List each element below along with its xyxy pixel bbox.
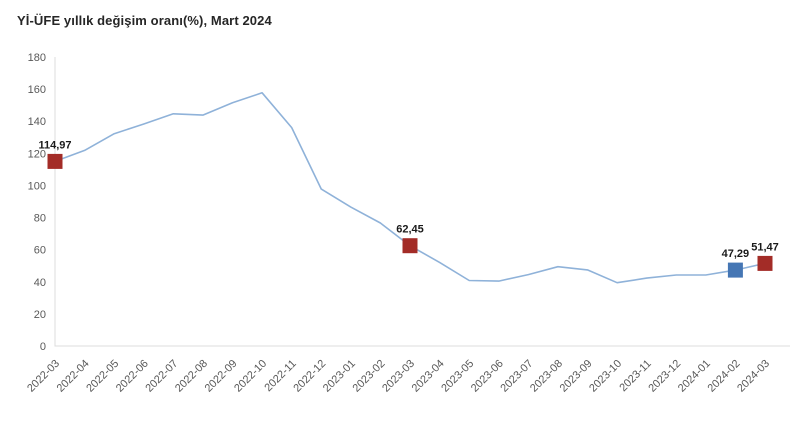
data-point-label: 47,29 [722,248,750,260]
series-line [54,92,766,284]
y-axis-tick-label: 140 [28,116,46,128]
x-axis-tick-label: 2022-10 [232,358,269,395]
y-axis-tick-label: 100 [28,180,46,192]
y-axis-tick-label: 20 [34,309,46,321]
data-point-marker-2022-03[interactable] [47,153,63,169]
chart-title: Yİ-ÜFE yıllık değişim oranı(%), Mart 202… [17,13,272,28]
y-axis-tick-label: 60 [34,245,46,257]
axis-lines [54,57,790,347]
data-point-marker-2024-03[interactable] [757,255,773,271]
x-axis-tick-label: 2024-03 [735,358,772,395]
y-axis-tick-label: 0 [40,341,46,353]
data-point-label: 51,47 [751,241,779,253]
y-axis-tick-label: 80 [34,213,46,225]
data-point-label: 62,45 [396,224,424,236]
y-axis-tick-label: 120 [28,148,46,160]
x-axis-tick-label: 2023-10 [587,358,624,395]
y-axis-tick-label: 180 [28,52,46,64]
data-point-marker-2023-03[interactable] [402,238,418,254]
y-axis-tick-label: 160 [28,84,46,96]
data-point-label: 114,97 [38,139,71,151]
data-point-marker-2024-02[interactable] [727,262,743,278]
y-axis-tick-label: 40 [34,277,46,289]
